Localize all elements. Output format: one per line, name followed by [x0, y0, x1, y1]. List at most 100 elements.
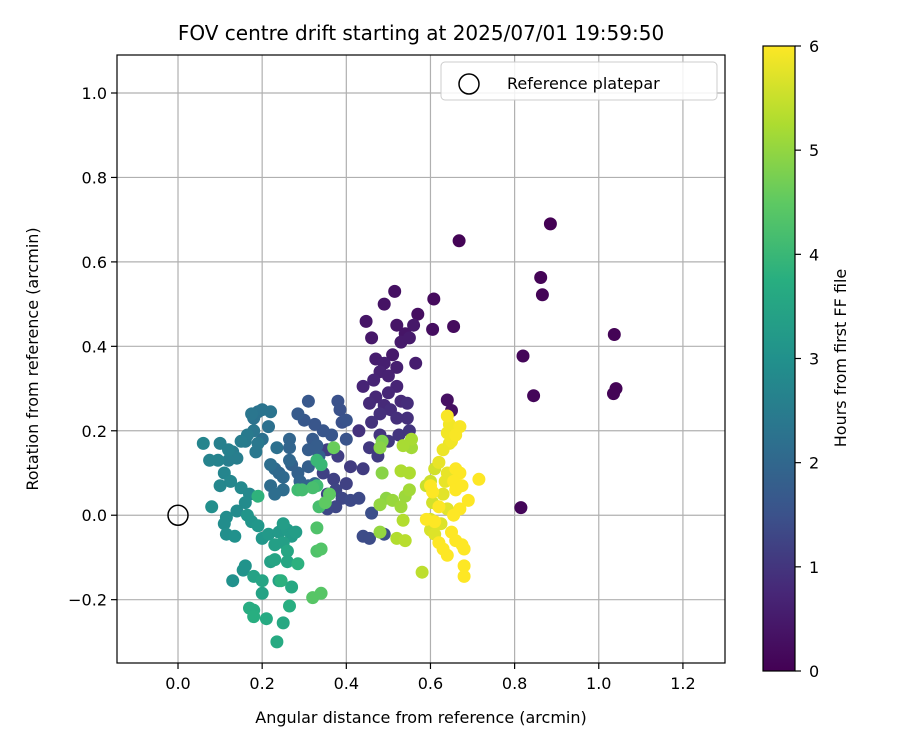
x-axis-label: Angular distance from reference (arcmin)	[255, 708, 586, 727]
data-point	[381, 386, 395, 400]
data-point	[447, 508, 461, 522]
data-point	[400, 411, 414, 425]
data-point	[534, 271, 548, 284]
colorbar-tick-label: 3	[809, 350, 819, 369]
data-point	[268, 553, 282, 567]
data-point	[461, 493, 475, 507]
data-point	[426, 322, 440, 336]
data-point	[247, 610, 261, 624]
x-tick-label: 1.0	[586, 674, 611, 693]
data-point	[270, 441, 284, 455]
data-point	[314, 586, 328, 600]
data-point	[238, 559, 252, 573]
data-point	[373, 525, 387, 539]
data-point	[375, 466, 389, 480]
data-point	[356, 379, 370, 393]
data-point	[363, 396, 376, 410]
data-point	[344, 460, 357, 474]
colorbar-tick-label: 4	[809, 245, 819, 264]
data-point	[472, 472, 486, 486]
data-point	[457, 542, 471, 556]
data-point	[453, 420, 467, 434]
data-point	[222, 453, 235, 467]
data-point	[205, 500, 219, 514]
data-point	[339, 477, 353, 491]
data-point	[249, 445, 263, 459]
data-point	[373, 498, 387, 512]
y-tick-label: −0.2	[68, 591, 107, 610]
data-point	[419, 512, 433, 526]
data-point	[356, 462, 370, 476]
x-tick-label: 0.0	[165, 674, 190, 693]
data-point	[228, 529, 242, 543]
y-tick-label: 1.0	[82, 84, 107, 103]
data-point	[274, 574, 288, 588]
data-point	[264, 458, 278, 472]
data-point	[283, 453, 296, 467]
data-point	[276, 616, 290, 630]
data-point	[377, 297, 391, 311]
data-point	[352, 424, 366, 438]
data-point	[452, 234, 466, 248]
data-point	[213, 479, 227, 493]
data-point	[222, 443, 235, 457]
data-point	[363, 531, 376, 545]
data-point	[390, 360, 404, 374]
y-axis-label: Rotation from reference (arcmin)	[23, 227, 42, 490]
data-point	[427, 292, 441, 306]
data-point	[283, 441, 296, 455]
plot-area	[117, 55, 725, 663]
data-point	[365, 506, 379, 520]
colorbar: 0 1 2 3 4 5 6 Hours from first FF file	[762, 37, 850, 681]
data-point	[514, 501, 528, 515]
data-point	[398, 534, 412, 548]
data-point	[527, 389, 541, 403]
data-point	[285, 580, 299, 594]
legend-box	[440, 61, 718, 101]
data-point	[255, 586, 269, 600]
data-point	[238, 496, 252, 510]
data-point	[352, 491, 366, 505]
data-point	[291, 557, 305, 571]
data-point	[327, 441, 341, 455]
data-point	[411, 307, 425, 321]
data-point	[339, 432, 353, 446]
grid-lines	[117, 55, 725, 663]
data-point	[234, 434, 248, 448]
data-point	[295, 483, 309, 497]
data-point	[291, 407, 305, 421]
data-point	[310, 521, 324, 535]
data-point	[363, 441, 376, 455]
data-point	[259, 612, 273, 626]
data-point	[402, 483, 416, 497]
data-point	[415, 565, 429, 579]
data-point	[226, 574, 240, 588]
data-point	[394, 500, 408, 514]
data-point	[440, 409, 454, 423]
data-point	[516, 349, 530, 363]
data-point	[301, 394, 315, 408]
data-point	[276, 470, 290, 484]
data-point	[367, 373, 381, 387]
chart-title: FOV centre drift starting at 2025/07/01 …	[178, 21, 664, 45]
y-tick-label: 0.4	[82, 337, 107, 356]
data-point	[314, 542, 328, 556]
data-point	[276, 517, 290, 531]
data-point	[262, 420, 275, 434]
data-point	[283, 599, 296, 613]
data-point	[318, 496, 332, 510]
x-tick-label: 0.4	[334, 674, 359, 693]
legend-marker	[458, 73, 480, 95]
data-point	[270, 635, 284, 649]
data-point	[392, 428, 406, 442]
colorbar-tick-label: 2	[809, 454, 819, 473]
data-point	[396, 513, 410, 527]
legend: Reference platepar	[440, 61, 718, 101]
data-point	[280, 555, 294, 569]
data-point	[409, 356, 423, 370]
data-point	[390, 411, 404, 425]
data-point	[432, 500, 446, 514]
data-point	[314, 458, 328, 472]
colorbar-label: Hours from first FF file	[831, 269, 850, 448]
